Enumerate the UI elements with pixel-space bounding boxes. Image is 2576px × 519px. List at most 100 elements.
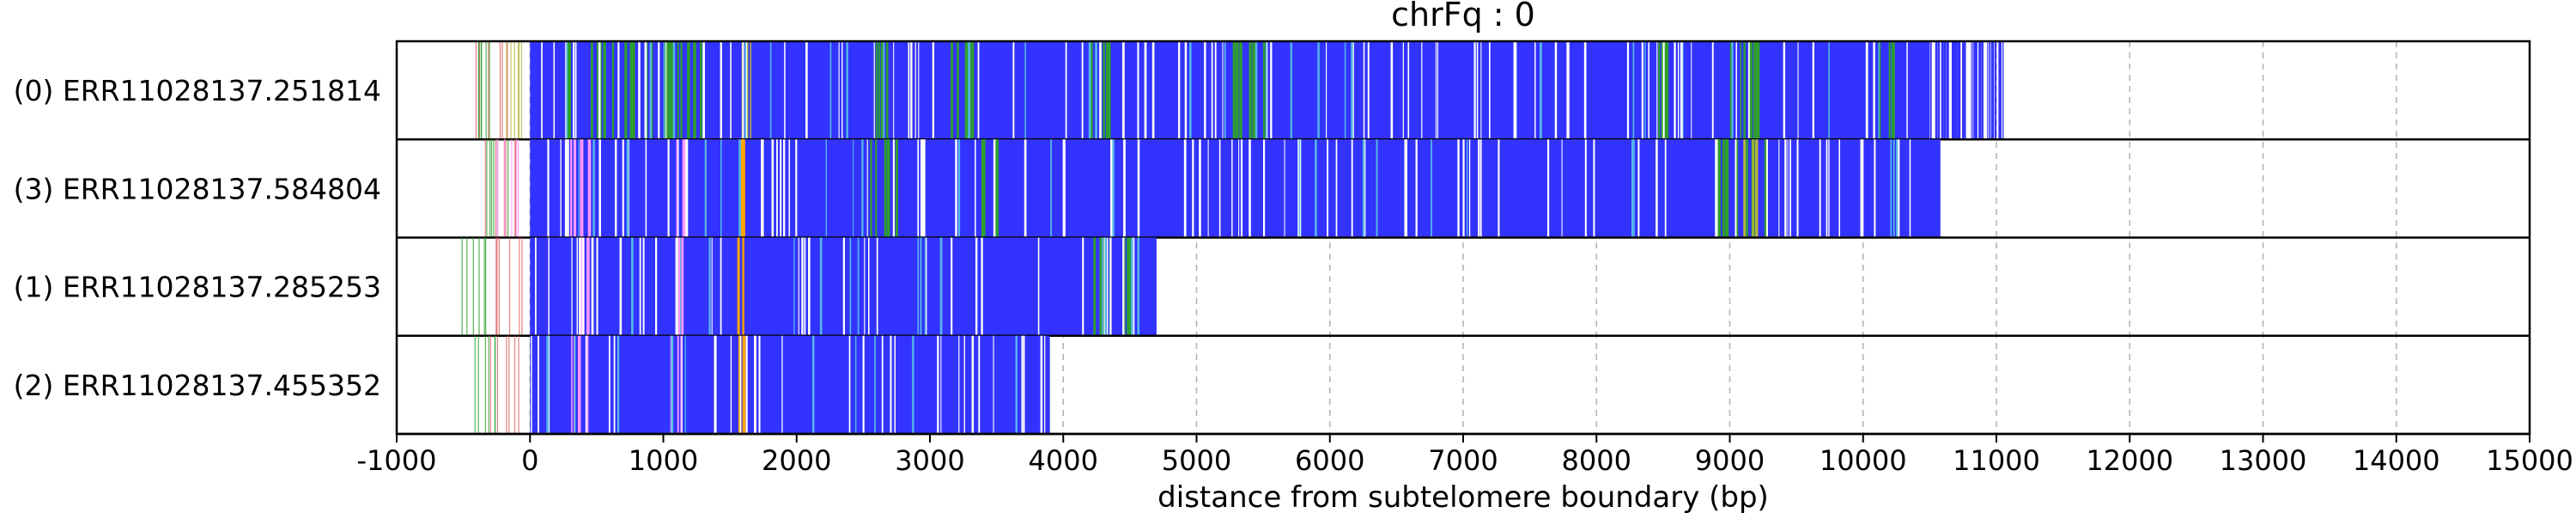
gap-stripe — [566, 41, 568, 140]
gap-stripe — [762, 139, 764, 238]
gap-stripe — [1593, 139, 1595, 238]
gap-stripe — [1082, 237, 1084, 336]
gap-stripe — [538, 335, 539, 434]
gap-stripe — [1787, 139, 1789, 238]
gap-stripe — [1873, 41, 1875, 140]
gap-stripe — [642, 237, 645, 336]
band-stripe — [570, 139, 573, 238]
gap-stripe — [1865, 41, 1868, 140]
prefix-stripe — [507, 139, 509, 238]
prefix-stripe — [485, 237, 487, 336]
prefix-stripe — [466, 237, 468, 336]
gap-stripe — [1123, 139, 1126, 238]
band-stripe — [700, 41, 702, 140]
gap-stripe — [975, 237, 978, 336]
prefix-stripe — [499, 41, 501, 140]
gap-stripe — [1021, 335, 1024, 434]
gap-stripe — [1315, 139, 1317, 238]
gap-stripe — [912, 335, 914, 434]
gap-stripe — [1554, 41, 1558, 140]
gap-stripe — [1637, 139, 1640, 238]
band-stripe — [680, 41, 683, 140]
gap-stripe — [784, 41, 786, 140]
prefix-stripe — [508, 237, 511, 336]
gap-stripe — [1317, 41, 1320, 140]
gap-stripe — [720, 237, 722, 336]
gap-stripe — [1184, 41, 1188, 140]
gap-stripe — [1037, 237, 1040, 336]
band-stripe — [970, 41, 974, 140]
gap-stripe — [1012, 41, 1015, 140]
gap-stripe — [548, 335, 550, 434]
gap-stripe — [1826, 139, 1828, 238]
gap-stripe — [1735, 139, 1737, 238]
gap-stripe — [977, 41, 980, 140]
gap-stripe — [560, 139, 562, 238]
gap-stripe — [564, 139, 568, 238]
band-stripe — [884, 139, 887, 238]
prefix-stripe — [518, 335, 519, 434]
gap-stripe — [1363, 41, 1365, 140]
gap-stripe — [593, 139, 595, 238]
gap-stripe — [730, 41, 732, 140]
band-stripe — [972, 41, 975, 140]
gap-stripe — [1566, 41, 1569, 140]
band-stripe — [1124, 237, 1126, 336]
gap-stripe — [548, 237, 550, 336]
gap-stripe — [1137, 41, 1139, 140]
gap-stripe — [1335, 139, 1338, 238]
gap-stripe — [971, 335, 975, 434]
gap-stripe — [1222, 41, 1224, 140]
gap-stripe — [1680, 41, 1683, 140]
gap-stripe — [1674, 41, 1676, 140]
band-stripe — [1888, 41, 1891, 140]
prefix-stripe — [513, 41, 515, 140]
gap-stripe — [1065, 41, 1067, 140]
gap-stripe — [1110, 139, 1113, 238]
band-stripe — [651, 41, 653, 140]
x-tick-label: 13000 — [2220, 444, 2307, 477]
band-stripe — [964, 41, 968, 140]
gap-stripe — [1109, 237, 1112, 336]
gap-stripe — [1716, 139, 1718, 238]
gap-stripe — [921, 139, 924, 238]
gap-stripe — [571, 237, 573, 336]
gap-stripe — [531, 335, 532, 434]
gap-stripe — [1897, 139, 1900, 238]
gap-stripe — [573, 41, 574, 140]
gap-stripe — [671, 335, 674, 434]
band-stripe — [665, 41, 670, 140]
gap-stripe — [1095, 41, 1097, 140]
gap-stripe — [890, 335, 892, 434]
band-stripe — [1752, 139, 1754, 238]
x-tick-label: 7000 — [1428, 444, 1498, 477]
x-tick-label: 9000 — [1695, 444, 1765, 477]
gap-stripe — [1435, 41, 1437, 140]
gap-stripe — [866, 139, 868, 238]
read-bar — [530, 139, 1941, 238]
gap-stripe — [626, 139, 629, 238]
band-stripe — [983, 139, 986, 238]
prefix-stripe — [497, 139, 499, 238]
gap-stripe — [1362, 139, 1365, 238]
gap-stripe — [672, 41, 676, 140]
gap-stripe — [825, 139, 827, 238]
prefix-stripe — [495, 237, 497, 336]
tail-stripe — [1929, 41, 1932, 140]
gap-stripe — [1812, 41, 1814, 140]
gap-stripe — [608, 335, 611, 434]
prefix-stripe — [514, 139, 517, 238]
gap-stripe — [917, 139, 920, 238]
gap-stripe — [1404, 139, 1406, 238]
gap-stripe — [575, 41, 577, 140]
gap-stripe — [780, 139, 782, 238]
band-stripe — [624, 41, 628, 140]
tail-stripe — [1995, 41, 1996, 140]
band-stripe — [568, 41, 571, 140]
gap-stripe — [1906, 41, 1908, 140]
gap-stripe — [1457, 139, 1460, 238]
gap-stripe — [1266, 41, 1267, 140]
gap-stripe — [596, 237, 598, 336]
